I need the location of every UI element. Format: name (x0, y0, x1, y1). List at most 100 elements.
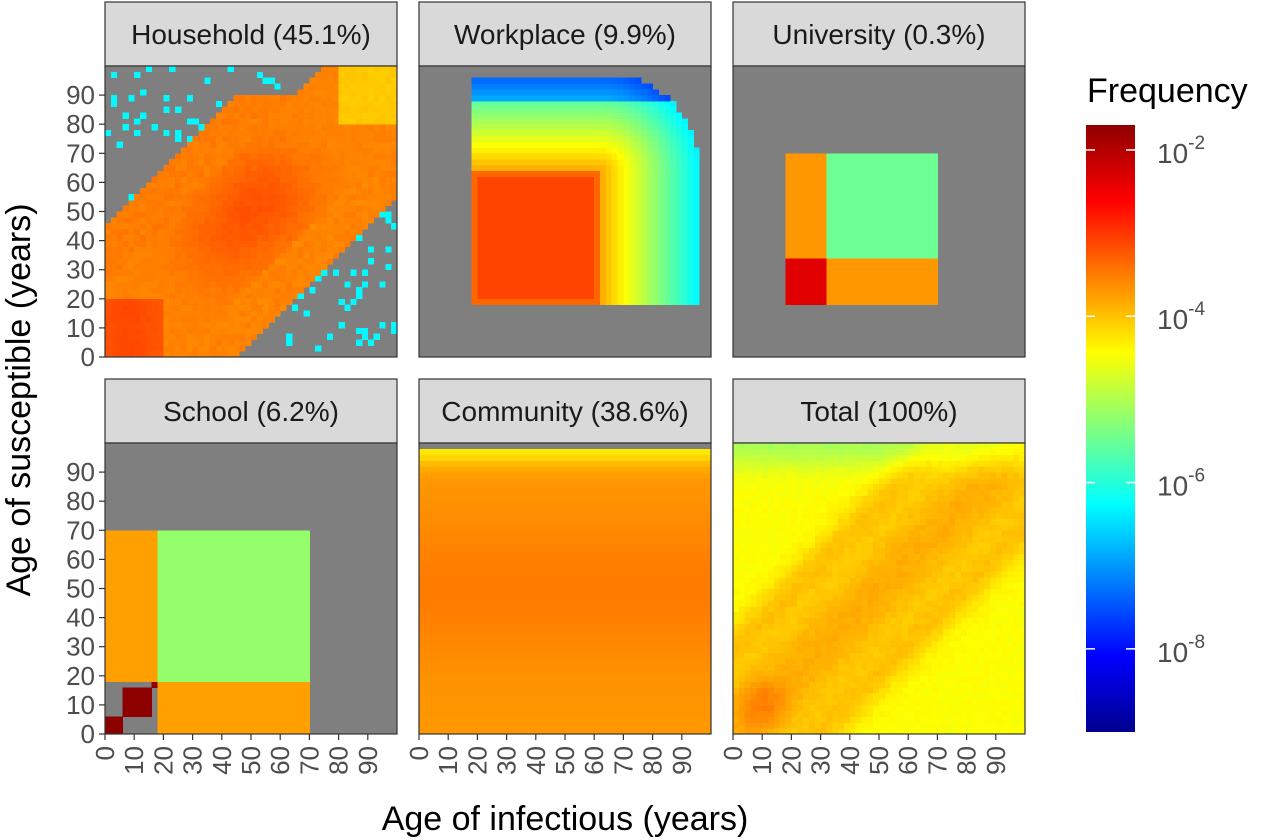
heatmap-cell (268, 240, 275, 247)
heatmap-cell (251, 211, 258, 218)
heatmap-cell (215, 652, 223, 659)
heatmap-cell (210, 205, 217, 212)
heatmap-cell (867, 199, 874, 207)
heatmap-cell (251, 199, 258, 207)
heatmap-cell (332, 153, 339, 160)
heatmap-cell (297, 135, 304, 143)
heatmap-cell (215, 298, 223, 306)
heatmap-cell (297, 118, 304, 125)
heatmap-cell (350, 124, 357, 131)
heatmap-cell (157, 611, 164, 618)
heatmap-cell (245, 588, 252, 595)
heatmap-cell (629, 188, 636, 195)
heatmap-cell (110, 640, 118, 648)
heatmap-cell (186, 611, 193, 618)
heatmap-cell (506, 95, 513, 102)
heatmap-cell (855, 153, 862, 160)
heatmap-cell (227, 263, 234, 271)
heatmap-cell (245, 699, 252, 706)
heatmap-cell (221, 664, 229, 671)
heatmap-cell (803, 240, 810, 247)
heatmap-cell (664, 298, 671, 306)
heatmap-cell (914, 298, 921, 306)
heatmap-cell (529, 194, 537, 201)
heatmap-cell (210, 658, 217, 665)
heatmap-cell (256, 281, 264, 288)
heatmap-cell (379, 135, 386, 143)
heatmap-cell (169, 188, 176, 195)
heatmap-cell (157, 559, 164, 566)
heatmap-cell (535, 106, 543, 113)
heatmap-cell (611, 211, 618, 218)
heatmap-cell (105, 646, 112, 653)
heatmap-cell (245, 153, 252, 160)
heatmap-cell (151, 582, 158, 589)
heatmap-cell (367, 211, 375, 218)
heatmap-cell (157, 240, 164, 247)
heatmap-cell (559, 112, 566, 119)
heatmap-cell (489, 287, 496, 294)
heatmap-cell (280, 605, 287, 613)
heatmap-cell (664, 292, 671, 300)
heatmap-cell (251, 547, 258, 554)
heatmap-cell (326, 83, 334, 90)
heatmap-cell (128, 669, 135, 677)
heatmap-cell (640, 298, 648, 306)
heatmap-cell (321, 205, 328, 212)
heatmap-cell (204, 147, 211, 154)
heatmap-cell (914, 263, 921, 271)
heatmap-cell (867, 153, 874, 160)
heatmap-cell (215, 327, 223, 335)
heatmap-cell (518, 240, 525, 247)
heatmap-cell (215, 258, 223, 265)
heatmap-cell (693, 194, 700, 201)
heatmap-cell (233, 693, 240, 700)
heatmap-cell (890, 182, 897, 189)
heatmap-cell (326, 89, 334, 96)
heatmap-cell (140, 629, 147, 636)
heatmap-cell (215, 281, 223, 288)
heatmap-cell (175, 287, 182, 294)
heatmap-cell (611, 199, 618, 207)
heatmap-cell (198, 281, 205, 288)
heatmap-cell (838, 170, 845, 177)
heatmap-cell (594, 281, 601, 288)
heatmap-cell (186, 298, 193, 306)
heatmap-cell (227, 194, 234, 201)
heatmap-cell (233, 582, 240, 589)
heatmap-cell (879, 182, 886, 189)
heatmap-cell (204, 263, 211, 271)
heatmap-cell (391, 327, 398, 335)
heatmap-cell (251, 124, 258, 131)
heatmap-cell (600, 106, 607, 113)
heatmap-cell (198, 147, 205, 154)
heatmap-cell (646, 252, 653, 259)
heatmap-cell (291, 199, 299, 207)
heatmap-cell (687, 176, 694, 183)
heatmap-cell (116, 565, 123, 572)
heatmap-cell (664, 176, 671, 183)
heatmap-cell (646, 141, 653, 148)
heatmap-cell (623, 234, 630, 241)
heatmap-cell (588, 211, 595, 218)
heatmap-cell (122, 693, 129, 700)
heatmap-cell (367, 199, 375, 207)
heatmap-cell (344, 164, 351, 172)
heatmap-cell (785, 234, 792, 241)
heatmap-cell (506, 258, 513, 265)
heatmap-cell (902, 246, 909, 253)
heatmap-cell (134, 541, 141, 549)
heatmap-cell (268, 716, 275, 723)
heatmap-cell (570, 205, 578, 212)
heatmap-cell (210, 310, 217, 317)
heatmap-cell (367, 182, 375, 189)
heatmap-cell (210, 547, 217, 554)
heatmap-cell (268, 199, 275, 207)
heatmap-cell (192, 263, 199, 271)
heatmap-cell (116, 211, 123, 218)
heatmap-cell (670, 281, 677, 288)
heatmap-cell (908, 205, 915, 212)
heatmap-cell (145, 687, 153, 694)
heatmap-cell (361, 327, 369, 335)
